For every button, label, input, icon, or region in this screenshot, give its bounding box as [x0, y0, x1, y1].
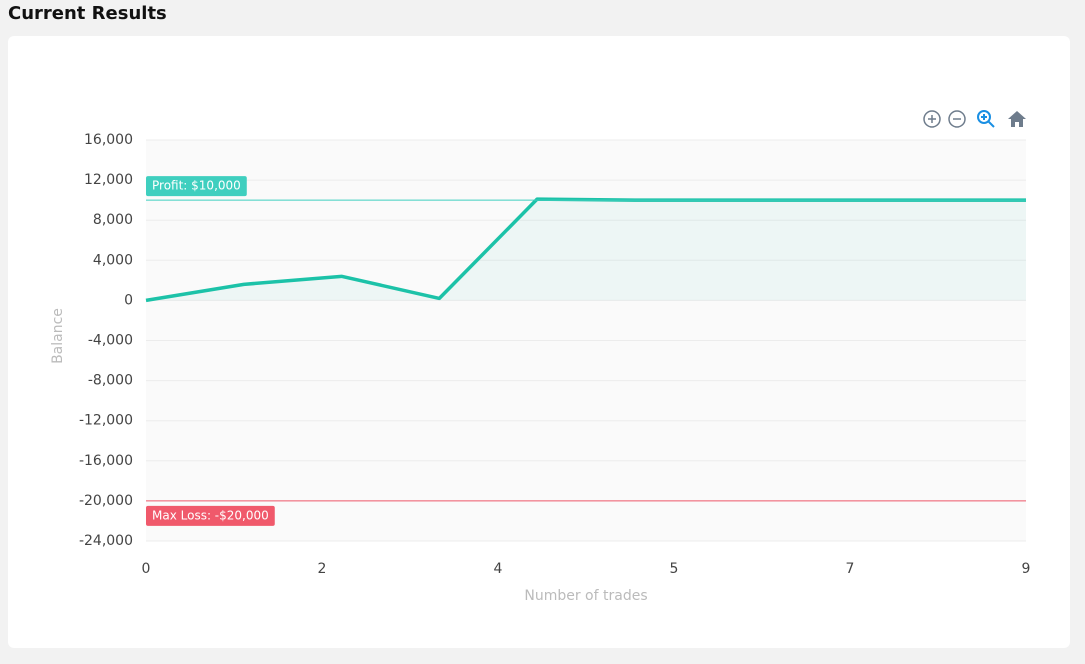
x-tick-label: 7: [846, 561, 855, 577]
y-tick-label: 0: [124, 292, 133, 308]
x-tick-label: 0: [142, 561, 151, 577]
reset-button[interactable]: [1008, 111, 1026, 127]
annotation-label-box: [146, 505, 275, 526]
y-tick-label: 12,000: [84, 172, 133, 188]
chart-title: Current Results: [8, 3, 167, 24]
y-tick-label: -4,000: [88, 333, 133, 349]
y-tick-label: 16,000: [84, 132, 133, 148]
x-tick-label: 2: [318, 561, 327, 577]
annotation-label: Profit: $10,000: [152, 179, 241, 193]
y-tick-label: -20,000: [79, 493, 133, 509]
zoom-button[interactable]: [977, 110, 995, 128]
y-tick-label: -24,000: [79, 533, 133, 549]
y-tick-label: -12,000: [79, 413, 133, 429]
x-tick-label: 9: [1022, 561, 1031, 577]
annotation-label: Max Loss: -$20,000: [152, 508, 269, 522]
y-tick-label: -16,000: [79, 453, 133, 469]
toolbar: [923, 110, 1026, 128]
y-tick-label: 4,000: [93, 252, 133, 268]
area-fill: [146, 199, 1026, 301]
y-tick-label: 8,000: [93, 212, 133, 228]
annotation-label-box: [146, 176, 247, 197]
x-tick-label: 5: [670, 561, 679, 577]
zoom-out-button[interactable]: [948, 110, 966, 128]
y-axis-title: Balance: [50, 308, 66, 364]
y-tick-label: -8,000: [88, 373, 133, 389]
x-tick-label: 4: [494, 561, 503, 577]
x-axis-title: Number of trades: [524, 588, 647, 604]
zoom-in-button[interactable]: [923, 110, 941, 128]
